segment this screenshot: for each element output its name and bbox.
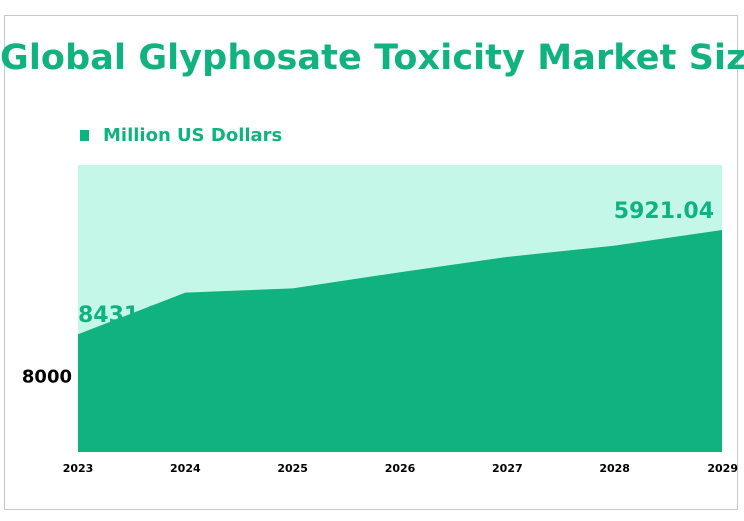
chart-frame (4, 15, 738, 510)
chart-title: Global Glyphosate Toxicity Market Size (0, 38, 744, 78)
legend-label: Million US Dollars (103, 125, 283, 146)
x-tick-label: 2026 (385, 462, 416, 475)
y-tick-label: 8000 (22, 366, 72, 387)
x-tick-label: 2028 (599, 462, 630, 475)
data-label: 5921.04 (614, 199, 714, 224)
x-tick-label: 2027 (492, 462, 523, 475)
data-label: 8431.25 (78, 303, 178, 328)
legend: Million US Dollars (80, 125, 282, 146)
x-tick-label: 2024 (170, 462, 201, 475)
legend-swatch (80, 130, 89, 141)
x-tick-label: 2029 (707, 462, 738, 475)
x-tick-label: 2025 (277, 462, 308, 475)
x-tick-label: 2023 (63, 462, 94, 475)
series-area (78, 230, 722, 452)
